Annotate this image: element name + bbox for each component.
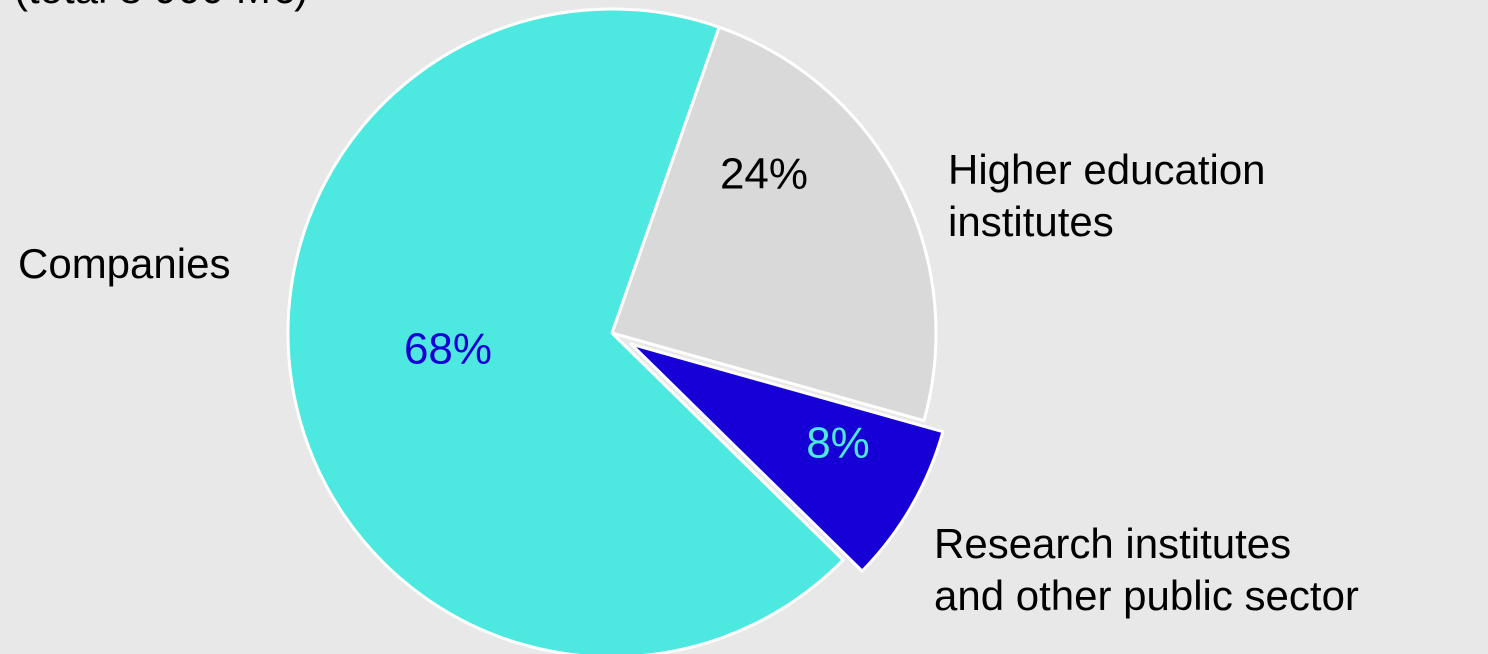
pie-slices xyxy=(286,7,945,654)
pct-label-higher-education: 24% xyxy=(720,150,808,199)
category-label-higher-education: Higher education institutes xyxy=(948,146,1266,245)
category-label-companies: Companies xyxy=(18,240,230,287)
pct-label-companies: 68% xyxy=(404,325,492,374)
chart-title: (total 8 900 M€) xyxy=(14,0,308,14)
slice-higher-education xyxy=(610,25,938,423)
pie-labels: 68% 24% 8% Companies Higher education institu… xyxy=(18,146,1359,619)
slice-research-institutes xyxy=(629,342,945,573)
category-label-research-institutes: Research institutes and other public sect… xyxy=(934,520,1359,619)
pct-label-research-institutes: 8% xyxy=(806,419,870,468)
